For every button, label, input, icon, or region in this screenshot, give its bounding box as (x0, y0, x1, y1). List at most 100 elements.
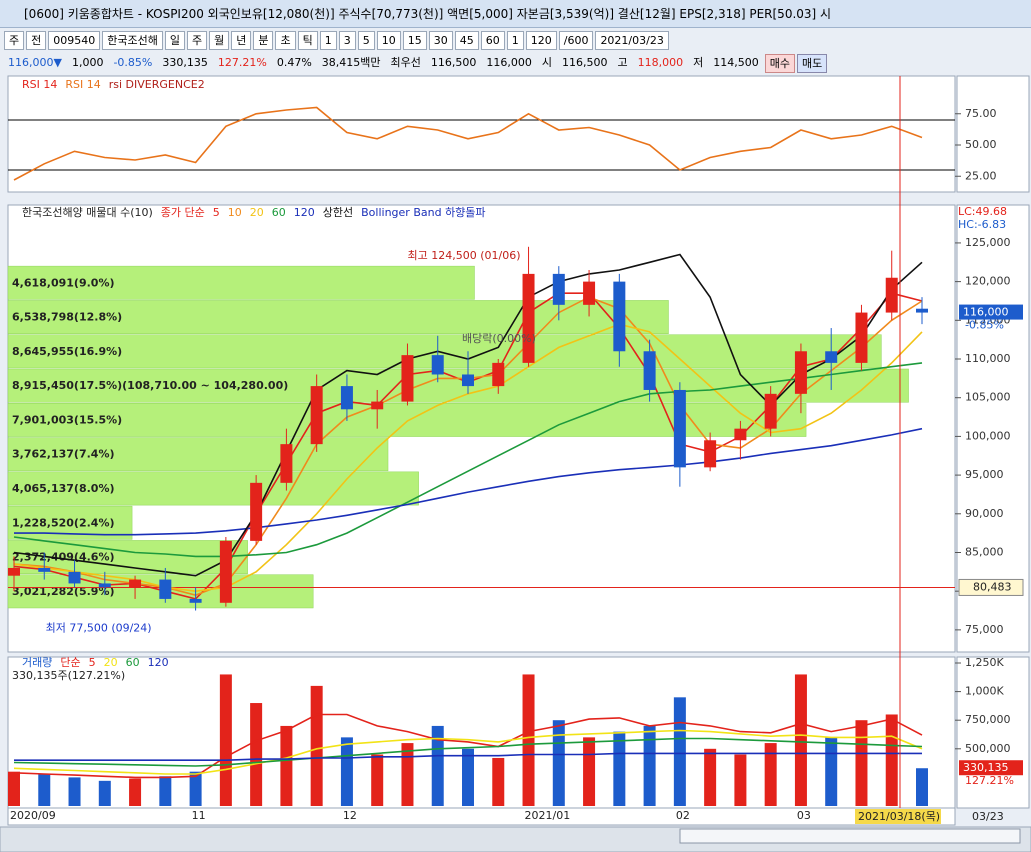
volume-profile-label: 1,228,520(2.4%) (12, 516, 115, 529)
legend-entry: rsi DIVERGENCE2 (109, 78, 205, 91)
volume-bar (673, 697, 686, 806)
quote-field: 116,500 (562, 56, 608, 69)
volume-bar (613, 731, 626, 806)
candle-body (219, 540, 232, 603)
panel (7, 656, 956, 809)
volume-bar (734, 754, 747, 806)
candle-body (401, 355, 414, 402)
volume-profile-bar (7, 403, 807, 437)
hc-label: HC:-6.83 (958, 218, 1006, 231)
volume-bar (552, 720, 565, 806)
volume-bar (492, 757, 505, 806)
x-tick-label: 02 (676, 809, 690, 822)
volume-bar (68, 777, 81, 806)
volume-profile-bar (7, 265, 475, 300)
toolbar-button[interactable]: 1 (319, 31, 337, 50)
legend-entry: 60 (126, 656, 140, 669)
volume-ratio: 127.21% (965, 774, 1014, 787)
toolbar-button[interactable]: 주 (4, 31, 25, 50)
candle-body (340, 386, 353, 410)
ma-line (13, 713, 923, 779)
y-tick-label: 110,000 (965, 352, 1011, 365)
candle-body (855, 312, 868, 363)
candle-body (310, 386, 323, 445)
price-change: -0.85% (965, 319, 1004, 332)
toolbar-button[interactable]: 1 (506, 31, 524, 50)
quote-field: 시 (541, 56, 553, 69)
candle-body (794, 351, 807, 394)
volume-bar (855, 720, 868, 806)
toolbar: 주 전 009540 한국조선해 일 주 월 년 분 초 틱 1 3 5 10 15 30 45 60 1 120/60… (4, 31, 669, 50)
quote-field: 330,135 (162, 56, 208, 69)
last-date-label: 03/23 (972, 810, 1004, 823)
legend-entry: 종가 단순 (161, 206, 205, 219)
legend-entry: 120 (294, 206, 315, 219)
price-tag-label: 116,000 (963, 306, 1009, 319)
y-tick-label: 85,000 (965, 545, 1004, 558)
volume-bar (38, 773, 51, 806)
candle-body (129, 579, 142, 588)
date-axis (7, 807, 956, 826)
toolbar-button[interactable]: 15 (402, 31, 427, 50)
x-tick-label: 03 (797, 809, 811, 822)
candle-body (734, 428, 747, 441)
toolbar-button[interactable]: 초 (275, 31, 296, 50)
legend-entry: 20 (250, 206, 264, 219)
toolbar-button[interactable]: 2021/03/23 (595, 31, 669, 50)
toolbar-button[interactable]: 틱 (297, 31, 318, 50)
volume-profile-label: 8,645,955(16.9%) (12, 345, 122, 358)
reference-tag (958, 578, 1024, 596)
candle-body (583, 281, 596, 305)
candle-body (159, 579, 172, 599)
scroll-thumb[interactable] (679, 828, 1021, 844)
candle-body (8, 567, 20, 576)
toolbar-button[interactable]: 전 (26, 31, 47, 50)
toolbar-button[interactable]: 3 (338, 31, 356, 50)
volume-bar (885, 714, 898, 806)
axis-panel (956, 75, 1030, 193)
toolbar-button[interactable]: /600 (558, 31, 594, 50)
candle-body (98, 583, 111, 588)
toolbar-button[interactable]: 5 (357, 31, 375, 50)
toolbar-button[interactable]: 45 (454, 31, 479, 50)
ma-line (13, 729, 923, 775)
candle-body (764, 393, 777, 429)
candle-body (522, 273, 535, 363)
toolbar-button[interactable]: 60 (480, 31, 505, 50)
y-tick-label: 75.00 (965, 107, 997, 120)
toolbar-button[interactable]: 120 (525, 31, 557, 50)
toolbar-button[interactable]: 한국조선해 (102, 31, 163, 50)
volume-bar (129, 778, 142, 806)
x-tick-label: 11 (192, 809, 206, 822)
volume-profile-label: 3,762,137(7.4%) (12, 448, 115, 461)
quote-field: 127.21% (217, 56, 267, 69)
window-title: [0600] 키움종합차트 - KOSPI200 외국인보유[12,080(천)… (0, 0, 1031, 28)
toolbar-button[interactable]: 일 (164, 31, 185, 50)
x-tick-label: 2020/09 (10, 809, 56, 822)
toolbar-button[interactable]: 월 (209, 31, 230, 50)
toolbar-button[interactable]: 30 (428, 31, 453, 50)
y-tick-label: 1,000K (965, 685, 1004, 698)
volume-bar (764, 743, 777, 806)
candle-body (552, 273, 565, 305)
quote-field: 116,000▼ (8, 56, 62, 69)
toolbar-button[interactable]: 주 (186, 31, 208, 50)
toolbar-button[interactable]: 분 (253, 31, 274, 50)
legend-entry: 20 (104, 656, 118, 669)
high-annotation: 최고 124,500 (01/06) (408, 249, 521, 262)
volume-bar (825, 737, 838, 806)
ma-line (14, 752, 922, 761)
volume-bar (340, 737, 353, 806)
volume-bar (310, 685, 323, 806)
volume-bar (8, 771, 20, 806)
toolbar-button[interactable]: 10 (376, 31, 401, 50)
legend-entry: 10 (228, 206, 242, 219)
candle-body (371, 401, 384, 410)
volume-subtitle: 330,135주(127.21%) (12, 669, 125, 682)
toolbar-button[interactable]: 년 (231, 31, 252, 50)
legend-entry: 5 (89, 656, 96, 669)
toolbar-button[interactable]: 009540 (48, 31, 101, 50)
reference-label: 80,483 (973, 580, 1012, 593)
y-tick-label: 50.00 (965, 138, 997, 151)
